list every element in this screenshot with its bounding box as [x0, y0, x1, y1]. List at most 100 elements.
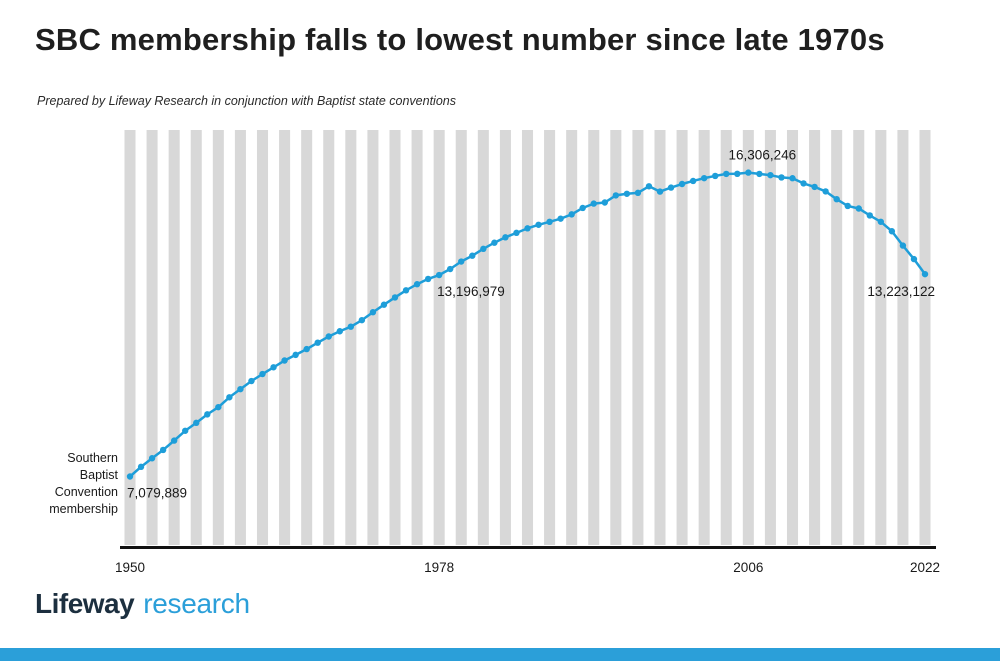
data-point	[182, 427, 189, 434]
data-point	[193, 419, 200, 427]
data-point	[546, 218, 553, 225]
data-point	[689, 177, 697, 185]
data-point	[767, 171, 774, 179]
data-point	[126, 473, 134, 480]
data-point	[170, 437, 178, 444]
data-point	[469, 252, 476, 259]
data-point	[723, 170, 730, 178]
data-point	[811, 183, 818, 191]
background-stripe	[720, 130, 732, 545]
data-point	[137, 463, 145, 471]
background-stripe	[544, 130, 556, 545]
data-point	[656, 188, 664, 195]
background-stripe	[256, 130, 269, 545]
data-point	[833, 195, 840, 203]
data-point	[778, 174, 785, 181]
background-stripe	[676, 130, 688, 545]
data-point	[921, 270, 929, 278]
background-stripe	[499, 130, 511, 545]
data-point	[424, 275, 432, 283]
x-tick-label: 1950	[115, 560, 145, 575]
x-tick-label: 1978	[424, 560, 454, 575]
data-point	[148, 455, 156, 462]
data-point	[281, 357, 288, 364]
brand-primary-text: Lifeway	[35, 588, 135, 619]
data-point	[800, 180, 807, 187]
brand-secondary-text: research	[143, 588, 250, 619]
data-point	[314, 339, 321, 346]
annotation-label: 7,079,889	[127, 486, 187, 501]
data-point	[557, 215, 564, 222]
data-point	[259, 370, 266, 378]
data-point	[380, 301, 388, 308]
background-stripe	[234, 130, 246, 545]
data-point	[623, 190, 631, 197]
background-stripe	[764, 130, 776, 545]
data-point	[910, 255, 918, 263]
background-stripe	[345, 130, 357, 545]
lifeway-research-logo: Lifeway research	[35, 588, 250, 620]
x-tick-label: 2022	[910, 560, 940, 575]
data-point	[402, 287, 410, 294]
data-point	[734, 170, 741, 177]
background-stripe	[654, 130, 666, 545]
data-point	[358, 316, 366, 324]
chart-title: SBC membership falls to lowest number si…	[35, 22, 885, 57]
series-label: Southern Baptist Convention membership	[8, 450, 118, 518]
data-point	[535, 221, 542, 228]
background-stripe	[389, 130, 401, 545]
background-stripe	[433, 130, 445, 545]
data-point	[204, 411, 211, 418]
x-tick-label: 2006	[733, 560, 763, 575]
annotation-label: 13,223,122	[867, 284, 935, 299]
background-stripe	[919, 130, 931, 545]
data-point	[347, 323, 355, 330]
background-stripe	[168, 130, 180, 545]
background-stripe	[411, 130, 423, 545]
data-point	[645, 183, 653, 190]
data-point	[159, 446, 167, 454]
background-stripe	[190, 130, 202, 545]
background-stripe	[588, 130, 600, 545]
data-point	[226, 394, 233, 401]
background-stripe	[831, 130, 843, 545]
background-stripe	[477, 130, 489, 545]
data-point	[237, 385, 244, 393]
data-point	[866, 212, 873, 219]
background-stripe	[124, 130, 136, 545]
data-point	[458, 258, 465, 265]
data-point	[678, 180, 686, 188]
background-stripe	[301, 130, 313, 545]
data-point	[590, 200, 597, 207]
data-point	[215, 403, 222, 411]
background-stripe	[566, 130, 578, 545]
background-stripe	[742, 130, 754, 545]
data-point	[612, 192, 620, 199]
background-stripe	[279, 130, 291, 545]
data-point	[667, 184, 675, 191]
background-stripe	[521, 130, 534, 545]
data-point	[756, 170, 763, 178]
data-point	[789, 175, 796, 182]
data-point	[336, 328, 343, 335]
background-stripe	[786, 130, 799, 545]
series-label-line: Baptist	[79, 467, 118, 482]
data-point	[303, 345, 310, 353]
data-point	[491, 239, 498, 246]
data-point	[369, 309, 377, 316]
background-stripe	[632, 130, 644, 545]
data-point	[634, 189, 642, 197]
background-stripe	[455, 130, 467, 545]
data-point	[480, 245, 487, 253]
data-point	[579, 204, 586, 212]
chart-subtitle: Prepared by Lifeway Research in conjunct…	[37, 94, 456, 108]
background-stripe	[367, 130, 379, 545]
bottom-accent-bar	[0, 648, 1000, 661]
data-point	[822, 188, 829, 195]
data-point	[568, 211, 575, 218]
data-point	[888, 228, 896, 235]
data-point	[270, 364, 277, 371]
annotation-label: 13,196,979	[437, 284, 505, 299]
data-point	[325, 333, 332, 340]
